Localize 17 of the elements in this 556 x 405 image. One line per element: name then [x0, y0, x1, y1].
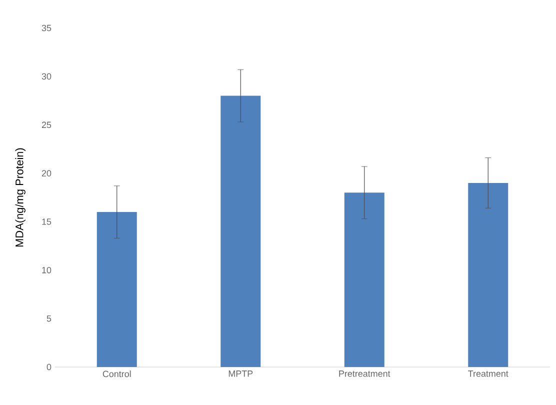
y-tick-label: 20: [42, 170, 52, 176]
y-tick-label: 25: [42, 122, 52, 128]
y-tick-label: 30: [42, 73, 52, 80]
bar: [96, 212, 137, 367]
y-tick-label: 10: [42, 266, 52, 274]
x-tick-label: Control: [102, 370, 131, 378]
bar: [220, 96, 261, 367]
x-tick-label: Pretreatment: [339, 370, 390, 377]
y-tick-label: 5: [46, 315, 52, 322]
x-tick-label: Treatment: [468, 370, 508, 377]
y-tick-label: 0: [46, 364, 52, 370]
y-tick-label: 15: [42, 218, 52, 225]
y-tick-label: 35: [42, 24, 52, 32]
y-axis-title: MDA(ng/mg Protein): [15, 148, 26, 247]
bar: [468, 182, 508, 367]
bar: [344, 192, 384, 367]
x-tick-label: MPTP: [228, 370, 253, 377]
